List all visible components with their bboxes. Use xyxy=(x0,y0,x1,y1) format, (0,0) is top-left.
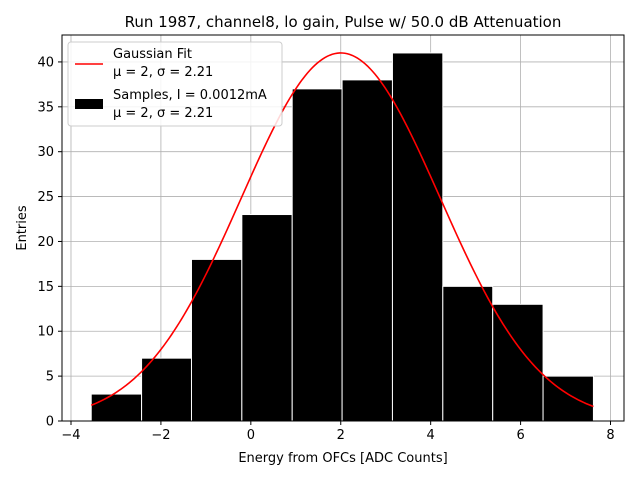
histogram-bar xyxy=(291,88,343,422)
y-tick-label: 35 xyxy=(37,100,54,115)
legend-fit-params: μ = 2, σ = 2.21 xyxy=(113,65,213,80)
histogram-bar xyxy=(492,303,544,422)
y-axis-ticks: 0 5 10 15 20 25 30 35 40 xyxy=(37,55,62,430)
histogram-bar xyxy=(90,393,143,422)
y-tick-label: 10 xyxy=(37,325,54,340)
x-tick-label: 2 xyxy=(337,428,345,443)
x-axis-label: Energy from OFCs [ADC Counts] xyxy=(238,451,447,466)
histogram-bar xyxy=(391,52,444,422)
legend-samples-params: μ = 2, σ = 2.21 xyxy=(113,106,213,121)
plot-frame xyxy=(61,34,625,422)
histogram-bar xyxy=(542,375,594,422)
x-tick-label: 4 xyxy=(427,428,435,443)
y-tick-label: 20 xyxy=(37,235,54,250)
y-tick-label: 30 xyxy=(37,145,54,160)
legend-samples-swatch xyxy=(75,99,103,109)
histogram-bar xyxy=(241,214,293,422)
x-tick-label: −4 xyxy=(61,428,80,443)
y-tick-label: 25 xyxy=(37,190,54,205)
y-tick-label: 5 xyxy=(46,370,54,385)
x-axis-ticks: −4 −2 0 2 4 6 8 xyxy=(61,421,615,443)
legend-samples-label: Samples, I = 0.0012mA xyxy=(113,88,267,103)
y-axis-label: Entries xyxy=(15,205,30,251)
histogram-bars xyxy=(90,52,594,422)
y-tick-label: 0 xyxy=(46,415,54,430)
y-tick-label: 40 xyxy=(37,55,54,70)
x-tick-label: 8 xyxy=(606,428,614,443)
chart-title: Run 1987, channel8, lo gain, Pulse w/ 50… xyxy=(125,13,562,31)
y-tick-label: 15 xyxy=(37,280,54,295)
legend: Gaussian Fit μ = 2, σ = 2.21 Samples, I … xyxy=(67,41,283,127)
x-tick-label: 0 xyxy=(247,428,255,443)
histogram-bar xyxy=(442,285,494,422)
histogram-bar xyxy=(341,79,393,422)
legend-fit-label: Gaussian Fit xyxy=(113,47,192,62)
gaussian-fit-curve xyxy=(90,52,594,408)
x-tick-label: 6 xyxy=(516,428,524,443)
histogram-bar xyxy=(190,258,243,422)
legend-box xyxy=(67,41,283,127)
histogram-bar xyxy=(141,357,192,422)
x-tick-label: −2 xyxy=(151,428,170,443)
